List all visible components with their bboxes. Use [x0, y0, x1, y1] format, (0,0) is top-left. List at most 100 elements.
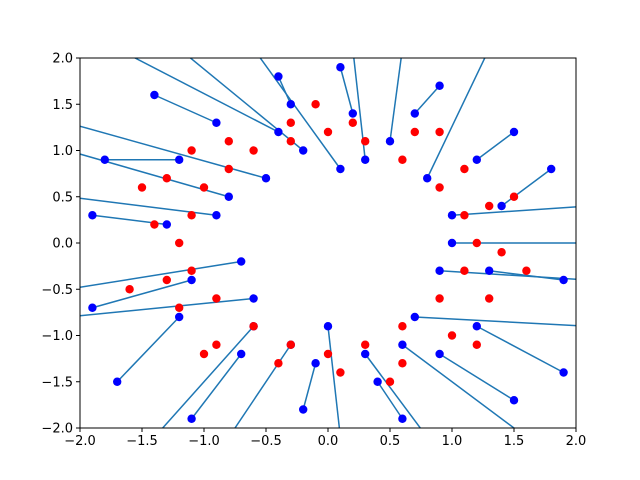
data-point	[311, 100, 320, 109]
data-point	[249, 146, 258, 155]
line-segment	[259, 58, 342, 170]
data-point	[187, 146, 196, 155]
line-segment	[389, 58, 402, 142]
data-point	[274, 127, 283, 137]
data-point	[385, 137, 395, 146]
data-point	[447, 211, 457, 220]
ticks-layer: −2.0 −1.5 −1.0 −0.5 0.0 0.5 1.0 1.5 2.0 −2.0 −1.5 −…	[41, 52, 586, 450]
line-segment	[364, 353, 422, 428]
data-point	[435, 127, 444, 137]
data-point	[175, 155, 184, 164]
data-point	[274, 359, 283, 368]
data-point	[212, 340, 221, 349]
line-segment	[401, 344, 516, 428]
data-point	[398, 322, 407, 331]
data-point	[162, 174, 171, 183]
data-point	[447, 238, 457, 248]
data-point	[336, 164, 345, 174]
line-segment	[116, 316, 180, 383]
data-point	[398, 155, 407, 164]
data-point	[336, 368, 345, 377]
data-point	[286, 118, 295, 127]
data-point	[125, 285, 134, 294]
line-segment	[414, 85, 441, 114]
data-point	[348, 109, 357, 118]
data-point	[435, 349, 444, 359]
line-segment	[476, 131, 515, 161]
x-tick-label: 1.5	[504, 434, 525, 449]
data-point	[150, 90, 159, 100]
data-point	[485, 266, 494, 275]
line-segment	[80, 260, 242, 289]
data-point	[224, 137, 233, 146]
data-point	[361, 349, 370, 359]
line-segment	[339, 67, 354, 114]
data-point	[137, 183, 147, 192]
data-point	[497, 248, 506, 257]
y-tick-label: 1.5	[52, 98, 73, 113]
data-point	[199, 349, 209, 359]
data-point	[509, 127, 519, 137]
data-point	[398, 359, 407, 368]
data-point	[187, 266, 196, 275]
line-segment	[414, 316, 576, 327]
y-tick-label: 1.0	[52, 144, 73, 159]
data-point	[485, 201, 494, 211]
line-segment	[376, 381, 404, 420]
data-layer	[80, 58, 576, 428]
data-point	[472, 238, 481, 248]
x-tick-label: −2.0	[64, 434, 96, 449]
data-point	[373, 377, 382, 386]
y-tick-label: 0.5	[52, 190, 73, 205]
data-point	[485, 294, 494, 303]
data-point	[274, 72, 283, 81]
y-tick-label: −0.5	[41, 283, 73, 298]
data-point	[435, 266, 444, 275]
data-point	[435, 81, 444, 90]
line-segment	[161, 325, 255, 428]
data-point	[162, 220, 171, 229]
y-tick-label: −2.0	[41, 422, 73, 437]
data-point	[199, 183, 209, 192]
line-segment	[327, 326, 341, 428]
data-point	[212, 211, 221, 220]
line-segment	[426, 58, 486, 179]
data-point	[286, 340, 295, 349]
data-point	[311, 359, 320, 368]
data-point	[509, 396, 519, 405]
data-point	[361, 137, 370, 146]
data-point	[361, 340, 370, 349]
data-point	[336, 63, 345, 72]
data-point	[472, 322, 481, 331]
y-tick-label: −1.0	[41, 329, 73, 344]
y-tick-label: −1.5	[41, 375, 73, 390]
data-point	[299, 405, 308, 414]
data-point	[460, 266, 469, 275]
data-point	[348, 118, 357, 127]
line-segment	[133, 58, 279, 133]
data-point	[187, 211, 196, 220]
line-segment	[489, 270, 564, 281]
data-point	[261, 174, 271, 183]
data-point	[299, 146, 308, 155]
data-point	[423, 174, 432, 183]
data-point	[286, 137, 295, 146]
data-point	[237, 257, 246, 266]
data-point	[323, 349, 333, 359]
data-point	[460, 211, 469, 220]
line-segment	[189, 58, 304, 152]
data-point	[398, 414, 407, 423]
data-point	[559, 275, 568, 285]
data-point	[113, 377, 122, 386]
data-point	[100, 155, 110, 164]
x-tick-label: 0.0	[318, 434, 339, 449]
data-point	[175, 238, 184, 248]
line-segment	[92, 279, 192, 309]
data-point	[237, 349, 246, 359]
data-point	[187, 414, 196, 423]
data-point	[187, 275, 196, 285]
data-point	[472, 340, 481, 349]
data-point	[547, 164, 556, 174]
data-point	[286, 100, 295, 109]
data-point	[410, 127, 419, 137]
